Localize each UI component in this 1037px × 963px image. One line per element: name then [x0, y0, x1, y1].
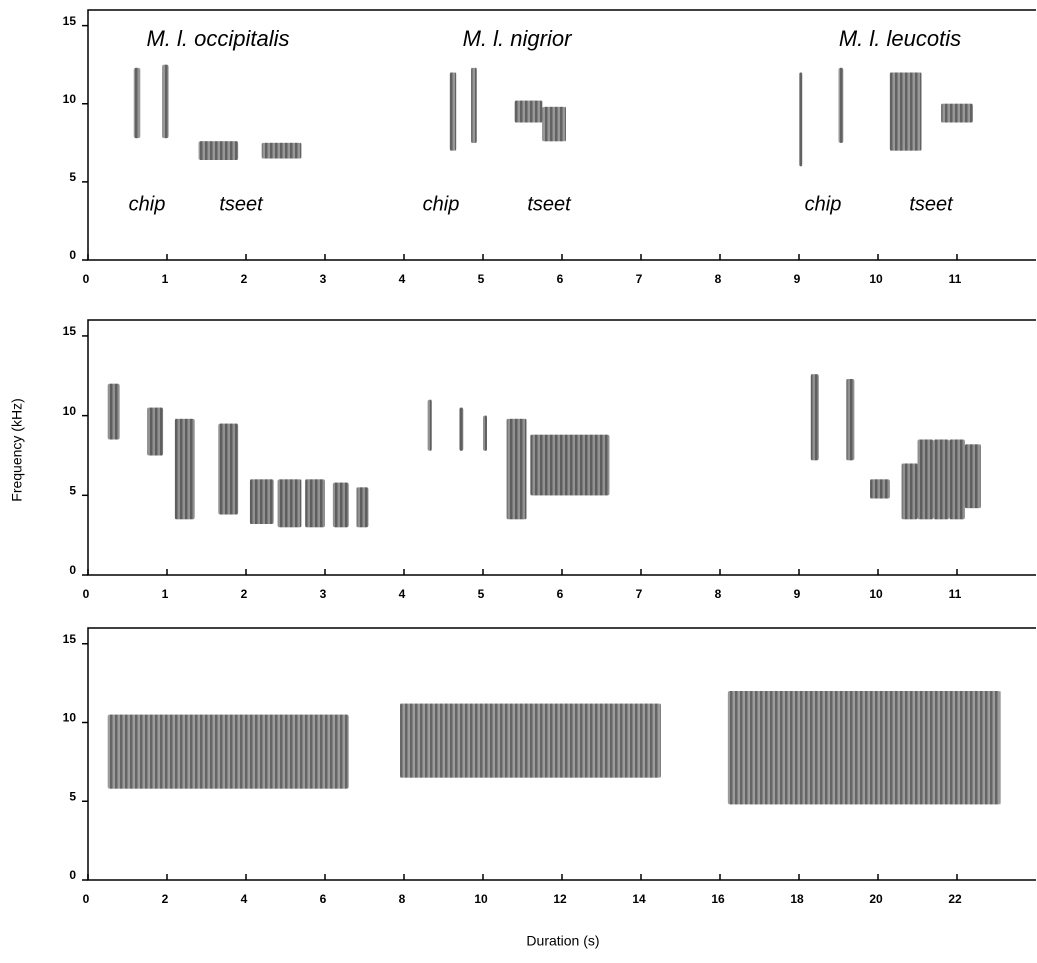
call-note-texture	[933, 439, 950, 520]
x-tick-label: 2	[241, 587, 248, 601]
x-tick-label: 6	[320, 892, 327, 906]
x-tick-label: 0	[83, 892, 90, 906]
y-tick-label: 5	[69, 789, 76, 803]
call-note-texture	[471, 67, 477, 143]
x-tick-label: 4	[241, 892, 248, 906]
call-note-texture	[400, 703, 661, 778]
call-note-texture	[305, 479, 325, 528]
call-note-texture	[917, 439, 934, 520]
call-note-texture	[107, 714, 349, 789]
y-tick-label: 5	[69, 483, 76, 497]
annotation: tseet	[909, 193, 954, 215]
x-tick-label: 11	[949, 587, 962, 601]
x-tick-label: 10	[869, 272, 883, 286]
call-note-texture	[727, 691, 1001, 805]
call-note-texture	[838, 67, 844, 143]
x-tick-label: 0	[83, 587, 90, 601]
x-tick-label: 6	[557, 587, 564, 601]
y-tick-label: 10	[63, 92, 77, 106]
x-tick-label: 3	[320, 587, 327, 601]
call-note-texture	[810, 374, 819, 461]
x-tick-label: 9	[794, 272, 801, 286]
call-note-texture	[356, 487, 369, 528]
x-tick-label: 5	[478, 587, 485, 601]
annotation: chip	[423, 193, 460, 215]
call-note-texture	[133, 67, 141, 139]
x-tick-label: 10	[474, 892, 488, 906]
call-note-texture	[162, 64, 169, 139]
call-note-texture	[261, 142, 302, 159]
x-tick-label: 2	[162, 892, 169, 906]
x-tick-label: 8	[399, 892, 406, 906]
annotation: chip	[129, 193, 166, 215]
call-note-texture	[147, 407, 164, 456]
x-tick-label: 10	[869, 587, 883, 601]
call-note-texture	[949, 439, 965, 520]
call-note-texture	[483, 415, 487, 451]
y-tick-label: 0	[69, 868, 76, 882]
annotation: M. l. occipitalis	[146, 26, 289, 51]
x-tick-label: 1	[162, 587, 169, 601]
x-tick-label: 18	[790, 892, 804, 906]
x-tick-label: 7	[636, 272, 643, 286]
x-axis-label: Duration (s)	[526, 933, 599, 949]
call-note-texture	[198, 141, 239, 160]
call-note-texture	[514, 100, 543, 123]
annotation: M. l. nigrior	[463, 26, 573, 51]
call-note-texture	[107, 383, 120, 440]
x-tick-label: 4	[399, 272, 406, 286]
y-tick-label: 15	[63, 14, 77, 28]
annotation: tseet	[527, 193, 572, 215]
x-tick-label: 16	[711, 892, 725, 906]
call-note-texture	[542, 106, 566, 142]
call-note-texture	[889, 72, 922, 151]
x-tick-label: 12	[553, 892, 567, 906]
y-tick-label: 15	[63, 632, 77, 646]
y-tick-label: 10	[63, 711, 77, 725]
x-tick-label: 14	[632, 892, 646, 906]
call-note-texture	[846, 378, 855, 461]
call-note-texture	[427, 399, 432, 451]
x-tick-label: 5	[478, 272, 485, 286]
x-tick-label: 7	[636, 587, 643, 601]
x-tick-label: 0	[83, 272, 90, 286]
y-tick-label: 0	[69, 248, 76, 262]
y-axis-label: Frequency (kHz)	[9, 398, 25, 501]
call-note-texture	[799, 72, 803, 167]
call-note-texture	[506, 418, 527, 520]
x-tick-label: 11	[949, 272, 962, 286]
call-note-texture	[277, 479, 302, 528]
call-note-texture	[530, 434, 610, 496]
call-note-texture	[449, 72, 457, 151]
call-note-texture	[901, 463, 918, 520]
call-note-texture	[218, 423, 239, 515]
x-tick-label: 8	[715, 272, 722, 286]
x-tick-label: 2	[241, 272, 248, 286]
x-tick-label: 20	[869, 892, 883, 906]
x-tick-label: 6	[557, 272, 564, 286]
call-note-texture	[249, 479, 274, 524]
x-tick-label: 3	[320, 272, 327, 286]
x-tick-label: 9	[794, 587, 801, 601]
y-tick-label: 5	[69, 170, 76, 184]
call-note-texture	[332, 482, 349, 528]
call-note-texture	[964, 444, 981, 509]
call-note-texture	[941, 103, 973, 123]
call-note-texture	[174, 418, 195, 520]
y-tick-label: 10	[63, 404, 77, 418]
call-note-texture	[870, 479, 890, 499]
y-tick-label: 15	[63, 324, 77, 338]
y-tick-label: 0	[69, 563, 76, 577]
annotation: chip	[805, 193, 842, 215]
call-note-texture	[459, 407, 464, 451]
x-tick-label: 22	[948, 892, 962, 906]
annotation: tseet	[219, 193, 264, 215]
x-tick-label: 8	[715, 587, 722, 601]
x-tick-label: 4	[399, 587, 406, 601]
annotation: M. l. leucotis	[839, 26, 961, 51]
x-tick-label: 1	[162, 272, 169, 286]
